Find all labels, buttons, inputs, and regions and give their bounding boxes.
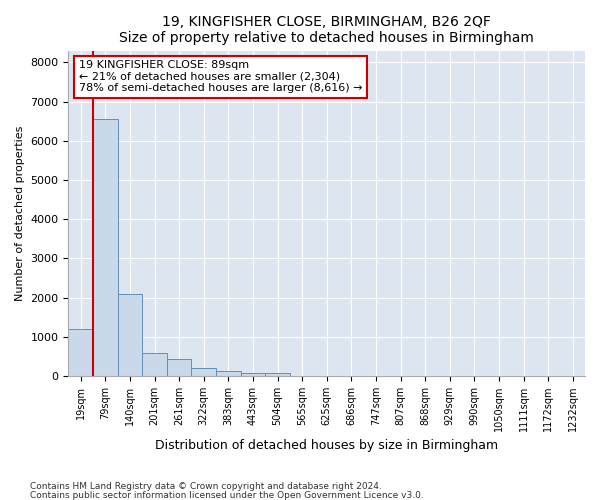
Bar bbox=[216, 371, 241, 376]
Bar bbox=[118, 294, 142, 376]
Text: Contains public sector information licensed under the Open Government Licence v3: Contains public sector information licen… bbox=[30, 490, 424, 500]
Bar bbox=[265, 373, 290, 376]
Bar bbox=[241, 372, 265, 376]
Bar bbox=[167, 359, 191, 376]
Text: 19 KINGFISHER CLOSE: 89sqm
← 21% of detached houses are smaller (2,304)
78% of s: 19 KINGFISHER CLOSE: 89sqm ← 21% of deta… bbox=[79, 60, 362, 94]
Bar bbox=[93, 119, 118, 376]
Text: Contains HM Land Registry data © Crown copyright and database right 2024.: Contains HM Land Registry data © Crown c… bbox=[30, 482, 382, 491]
Bar bbox=[191, 368, 216, 376]
Title: 19, KINGFISHER CLOSE, BIRMINGHAM, B26 2QF
Size of property relative to detached : 19, KINGFISHER CLOSE, BIRMINGHAM, B26 2Q… bbox=[119, 15, 534, 45]
X-axis label: Distribution of detached houses by size in Birmingham: Distribution of detached houses by size … bbox=[155, 440, 498, 452]
Bar bbox=[142, 353, 167, 376]
Y-axis label: Number of detached properties: Number of detached properties bbox=[15, 126, 25, 301]
Bar bbox=[68, 329, 93, 376]
